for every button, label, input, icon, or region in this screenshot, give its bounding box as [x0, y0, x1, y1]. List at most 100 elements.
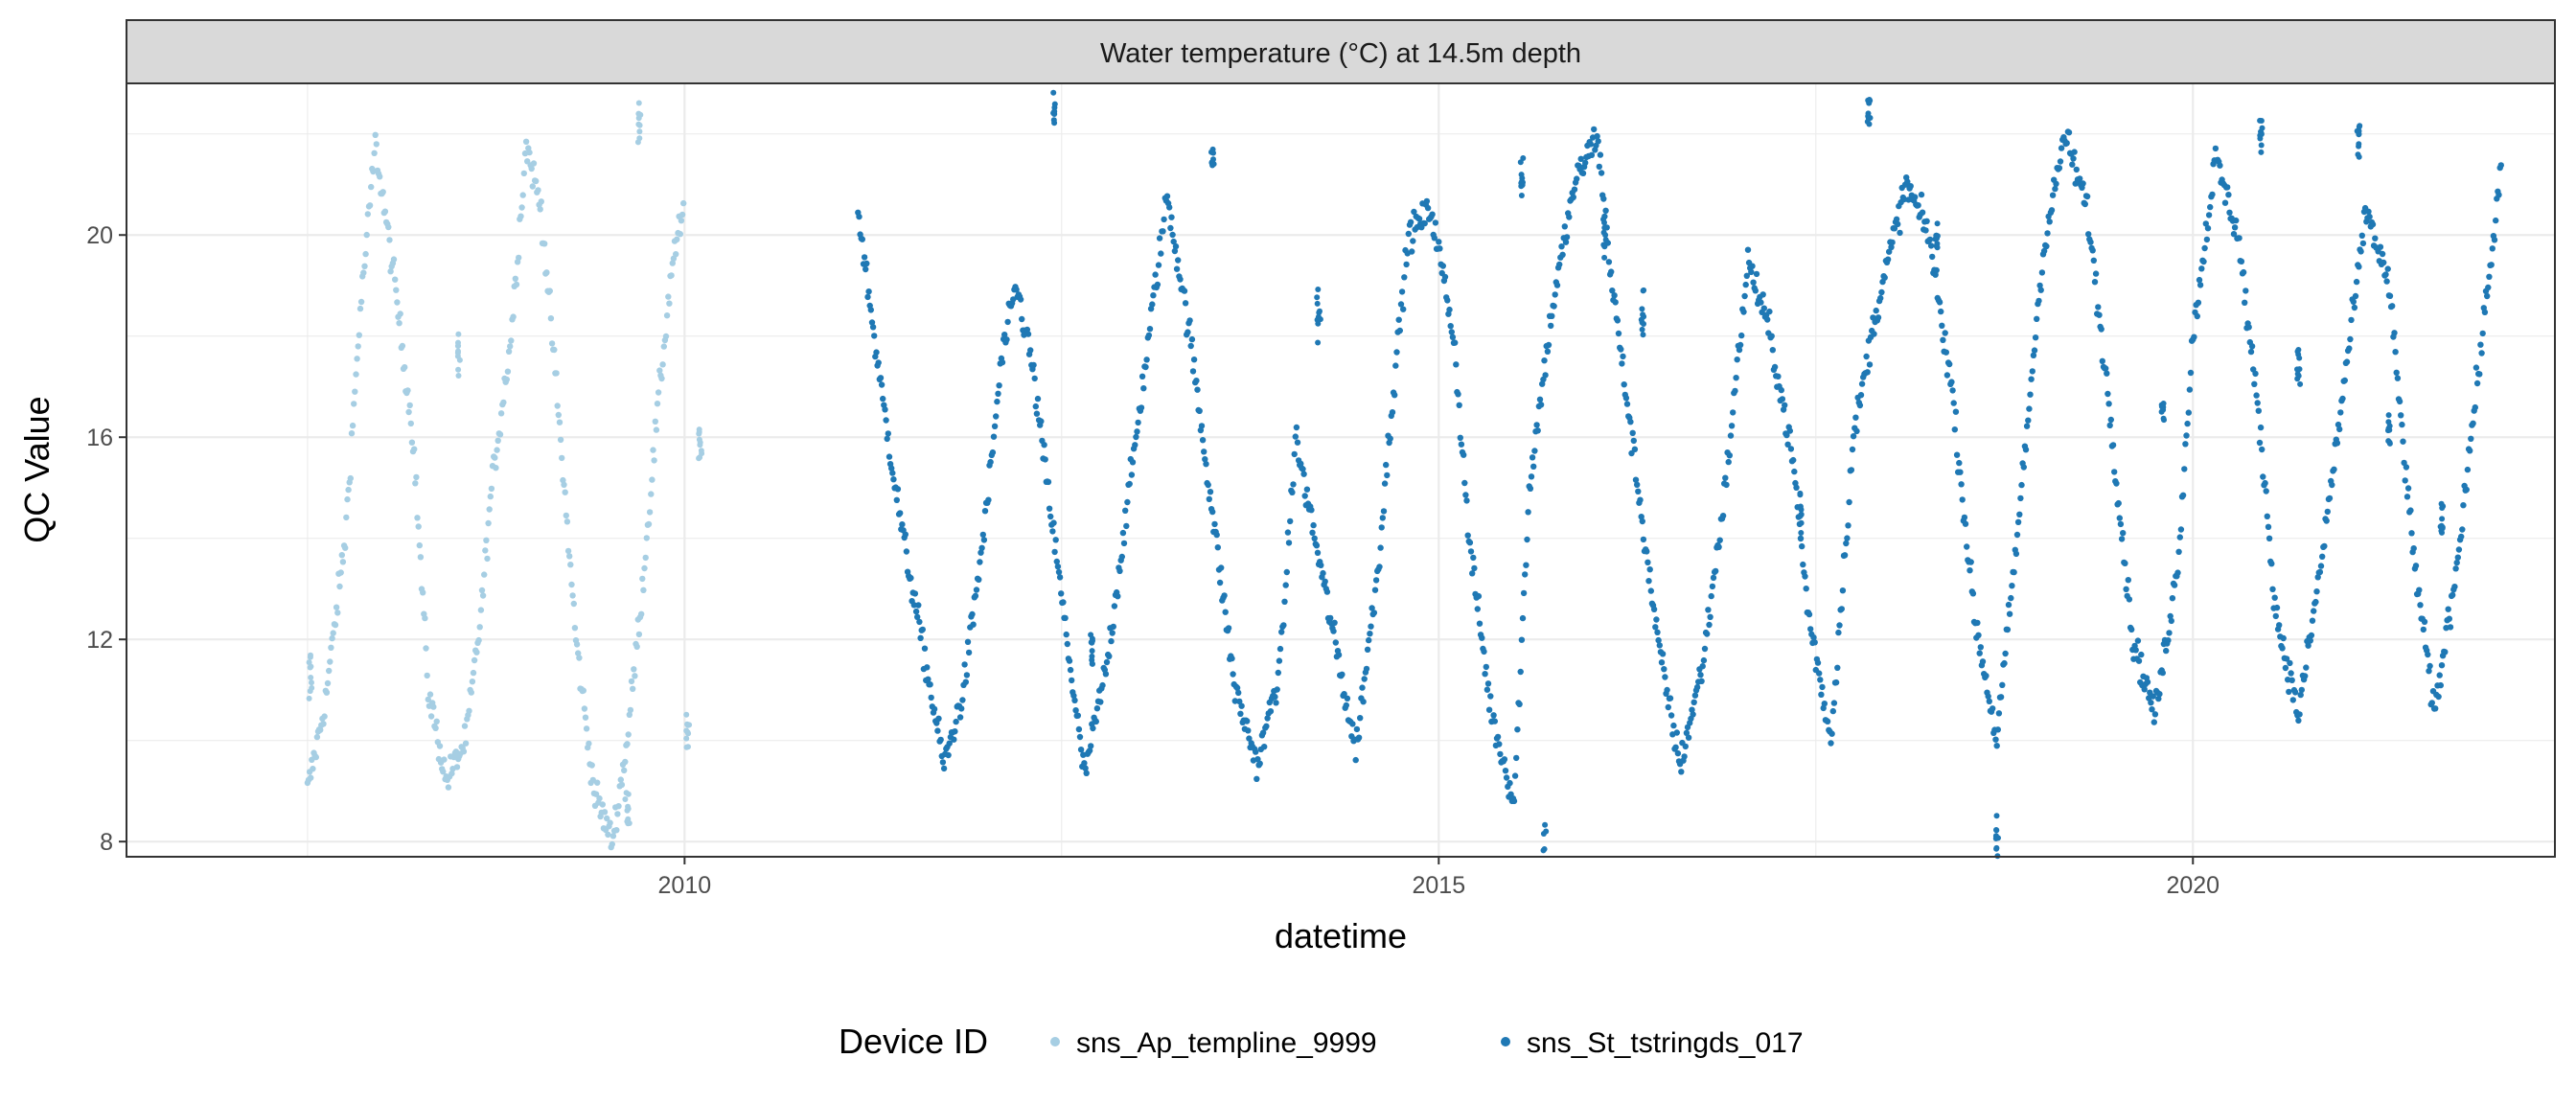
data-point — [1588, 151, 1596, 158]
data-point — [1598, 170, 1605, 176]
outlier-point — [624, 818, 631, 825]
data-point — [956, 714, 964, 721]
data-point — [1368, 623, 1374, 630]
data-point — [1782, 402, 1788, 408]
data-point — [1134, 428, 1140, 435]
data-point — [1959, 496, 1966, 503]
data-point — [1318, 562, 1324, 568]
data-point — [937, 736, 944, 744]
data-point — [2348, 316, 2355, 324]
data-point — [2163, 647, 2170, 655]
data-point — [2253, 392, 2260, 399]
data-point — [2288, 677, 2295, 683]
data-point — [1491, 718, 1499, 724]
data-point — [1732, 387, 1738, 395]
data-point — [2104, 390, 2111, 398]
data-point — [1377, 544, 1384, 551]
data-point — [1352, 756, 1359, 764]
data-point — [546, 288, 553, 294]
data-point — [981, 508, 989, 515]
data-point — [987, 458, 994, 466]
data-point — [2247, 348, 2255, 356]
data-point — [1752, 288, 1760, 294]
data-point — [2028, 376, 2035, 382]
data-point — [1634, 481, 1641, 488]
data-point — [1983, 673, 1990, 679]
data-point — [1653, 616, 1660, 623]
data-point — [1878, 288, 1885, 296]
data-point — [2212, 145, 2220, 152]
outlier-point — [2296, 355, 2303, 361]
outlier-point — [683, 744, 690, 750]
data-point — [1681, 753, 1688, 760]
data-point — [2089, 247, 2096, 254]
data-point — [1926, 236, 1934, 243]
data-point — [510, 313, 517, 320]
data-point — [1733, 375, 1739, 381]
legend-label-1: sns_Ap_templine_9999 — [1076, 1027, 1377, 1059]
data-point — [512, 275, 518, 282]
data-point — [674, 236, 680, 242]
outlier-point — [2297, 380, 2304, 387]
data-point — [1274, 686, 1280, 693]
outlier-point — [1993, 813, 2000, 819]
data-point — [2070, 155, 2077, 162]
data-point — [1518, 636, 1526, 643]
data-point — [526, 149, 533, 156]
data-point — [1132, 442, 1138, 448]
x-axis: 2010 2015 2020 — [658, 857, 2220, 899]
data-point — [1522, 571, 1529, 578]
data-point — [2032, 334, 2039, 341]
data-point — [1225, 625, 1232, 632]
data-point — [1482, 671, 1488, 678]
outlier-point — [1541, 846, 1548, 852]
data-point — [1807, 626, 1814, 632]
data-point — [2144, 678, 2151, 685]
data-point — [1551, 303, 1557, 310]
data-point — [481, 571, 488, 578]
data-point — [1292, 433, 1300, 440]
data-point — [1975, 632, 1982, 638]
data-point — [2305, 642, 2312, 649]
data-point — [1264, 715, 1271, 722]
data-point — [1905, 196, 1912, 203]
data-point — [1705, 607, 1712, 613]
outlier-point — [622, 796, 629, 802]
data-point — [1194, 386, 1201, 393]
data-point — [390, 256, 398, 263]
data-point — [1615, 330, 1622, 337]
data-point — [538, 198, 544, 205]
data-point — [883, 417, 889, 424]
data-point — [412, 480, 419, 487]
data-point — [2106, 422, 2113, 429]
data-point — [543, 269, 550, 276]
data-point — [1850, 433, 1857, 440]
data-point — [1143, 356, 1150, 363]
data-point — [2168, 617, 2174, 625]
data-point — [1524, 536, 1530, 543]
data-point — [1611, 292, 1618, 299]
data-point — [1858, 380, 1866, 387]
outlier-point — [1798, 519, 1805, 526]
data-point — [1817, 677, 1824, 683]
data-point — [1846, 498, 1852, 506]
data-point — [2099, 357, 2105, 364]
data-point — [965, 649, 973, 656]
data-point — [2296, 711, 2303, 718]
data-point — [2350, 298, 2357, 306]
data-point — [880, 395, 886, 402]
data-point — [1236, 698, 1243, 705]
data-point — [2412, 563, 2420, 569]
data-point — [1133, 433, 1139, 441]
data-point — [2203, 236, 2211, 243]
data-point — [1484, 686, 1491, 693]
data-point — [1661, 666, 1668, 673]
data-point — [1531, 448, 1538, 454]
data-point — [1046, 505, 1053, 512]
data-point — [2201, 244, 2208, 252]
data-point — [1381, 480, 1389, 487]
data-point — [487, 493, 494, 500]
data-point — [1300, 466, 1306, 472]
data-point — [2410, 545, 2417, 552]
data-point — [1392, 392, 1398, 399]
